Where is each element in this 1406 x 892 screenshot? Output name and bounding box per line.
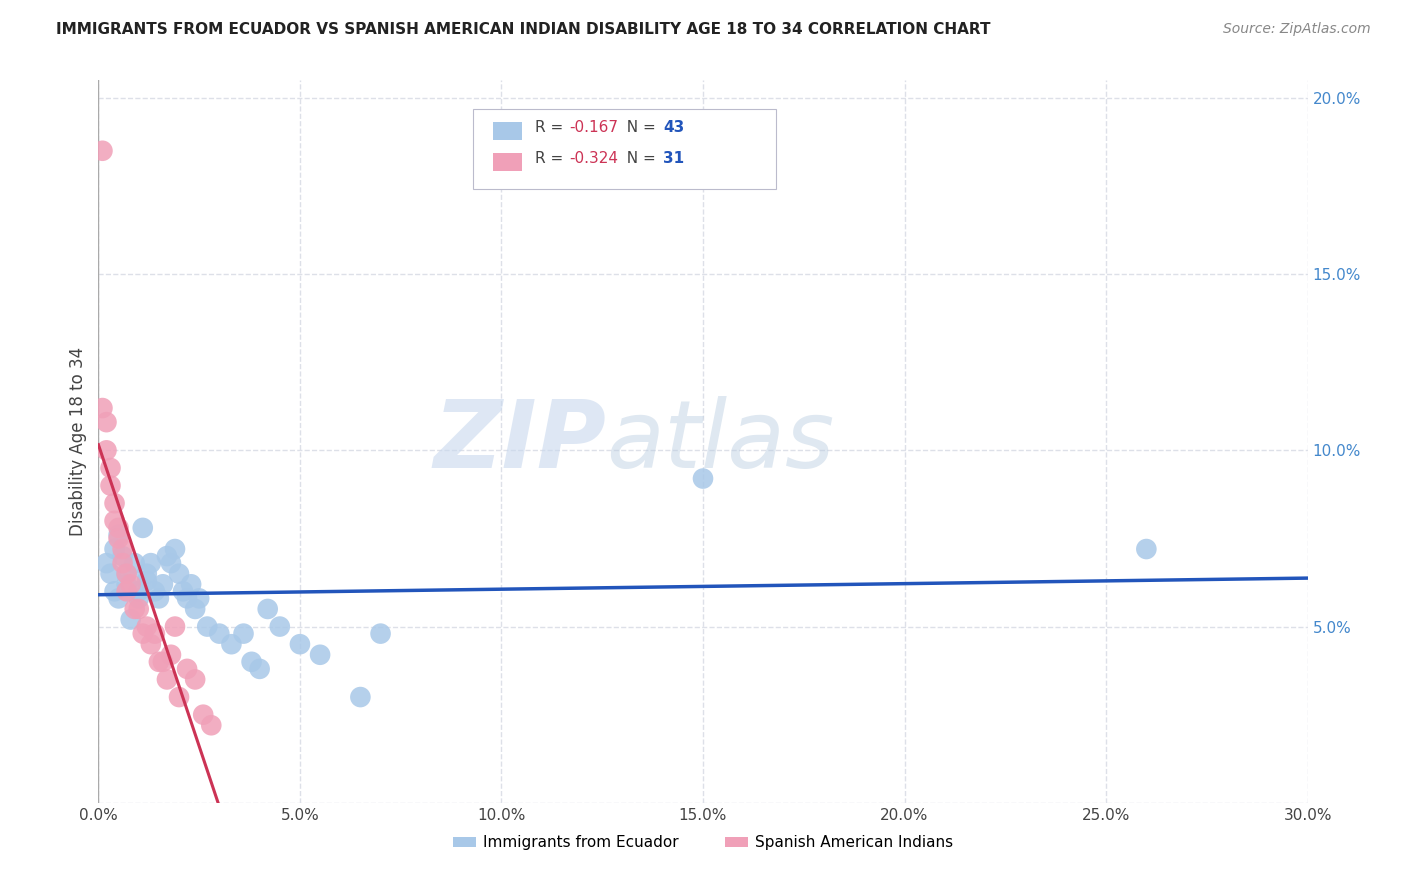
Point <box>240 655 263 669</box>
Point <box>115 577 138 591</box>
Point <box>349 690 371 704</box>
Point <box>115 566 138 581</box>
Point <box>167 566 190 581</box>
Point <box>135 619 157 633</box>
Point <box>124 556 146 570</box>
Point <box>309 648 332 662</box>
Point <box>148 591 170 606</box>
Point <box>115 584 138 599</box>
Point <box>100 478 122 492</box>
Point <box>96 556 118 570</box>
Point <box>107 532 129 546</box>
Point <box>195 619 218 633</box>
Text: R =: R = <box>534 151 568 166</box>
Text: 31: 31 <box>664 151 685 166</box>
Point <box>132 521 155 535</box>
Legend: Immigrants from Ecuador, Spanish American Indians: Immigrants from Ecuador, Spanish America… <box>447 830 959 856</box>
Text: -0.167: -0.167 <box>569 120 617 135</box>
Point <box>208 626 231 640</box>
Point <box>107 521 129 535</box>
Point <box>135 566 157 581</box>
Point <box>156 673 179 687</box>
Point <box>269 619 291 633</box>
Point <box>160 648 183 662</box>
Point <box>111 556 134 570</box>
Point <box>120 613 142 627</box>
Point <box>139 556 162 570</box>
Point <box>139 637 162 651</box>
Point <box>176 662 198 676</box>
Point <box>135 574 157 588</box>
Point <box>256 602 278 616</box>
Point <box>193 707 215 722</box>
Point <box>143 626 166 640</box>
FancyBboxPatch shape <box>474 109 776 189</box>
Point <box>120 577 142 591</box>
FancyBboxPatch shape <box>492 153 522 170</box>
Point <box>103 496 125 510</box>
Point <box>692 471 714 485</box>
Point <box>176 591 198 606</box>
Point <box>96 415 118 429</box>
FancyBboxPatch shape <box>492 122 522 139</box>
Point <box>91 144 114 158</box>
Point <box>184 673 207 687</box>
Point <box>115 566 138 581</box>
Text: N =: N = <box>617 151 661 166</box>
Text: IMMIGRANTS FROM ECUADOR VS SPANISH AMERICAN INDIAN DISABILITY AGE 18 TO 34 CORRE: IMMIGRANTS FROM ECUADOR VS SPANISH AMERI… <box>56 22 991 37</box>
Point <box>103 514 125 528</box>
Text: Source: ZipAtlas.com: Source: ZipAtlas.com <box>1223 22 1371 37</box>
Point <box>288 637 311 651</box>
Point <box>232 626 254 640</box>
Point <box>167 690 190 704</box>
Point <box>103 584 125 599</box>
Point <box>188 591 211 606</box>
Point <box>200 718 222 732</box>
Point <box>184 602 207 616</box>
Point <box>148 655 170 669</box>
Text: N =: N = <box>617 120 661 135</box>
Point <box>128 591 150 606</box>
Point <box>249 662 271 676</box>
Point <box>103 542 125 557</box>
Point <box>128 602 150 616</box>
Text: -0.324: -0.324 <box>569 151 617 166</box>
Text: 43: 43 <box>664 120 685 135</box>
Point <box>91 401 114 415</box>
Point <box>1135 542 1157 557</box>
Point <box>96 443 118 458</box>
Point <box>132 626 155 640</box>
Point <box>163 542 186 557</box>
Point <box>111 542 134 557</box>
Point <box>221 637 243 651</box>
Point <box>152 577 174 591</box>
Point <box>111 549 134 563</box>
Point <box>160 556 183 570</box>
Point <box>100 566 122 581</box>
Text: atlas: atlas <box>606 396 835 487</box>
Point <box>180 577 202 591</box>
Point <box>152 655 174 669</box>
Point <box>370 626 392 640</box>
Point <box>156 549 179 563</box>
Y-axis label: Disability Age 18 to 34: Disability Age 18 to 34 <box>69 347 87 536</box>
Point <box>172 584 194 599</box>
Point <box>143 584 166 599</box>
Text: R =: R = <box>534 120 568 135</box>
Point <box>128 584 150 599</box>
Point <box>124 602 146 616</box>
Text: ZIP: ZIP <box>433 395 606 488</box>
Point <box>107 528 129 542</box>
Point <box>107 591 129 606</box>
Point <box>100 461 122 475</box>
Point <box>163 619 186 633</box>
